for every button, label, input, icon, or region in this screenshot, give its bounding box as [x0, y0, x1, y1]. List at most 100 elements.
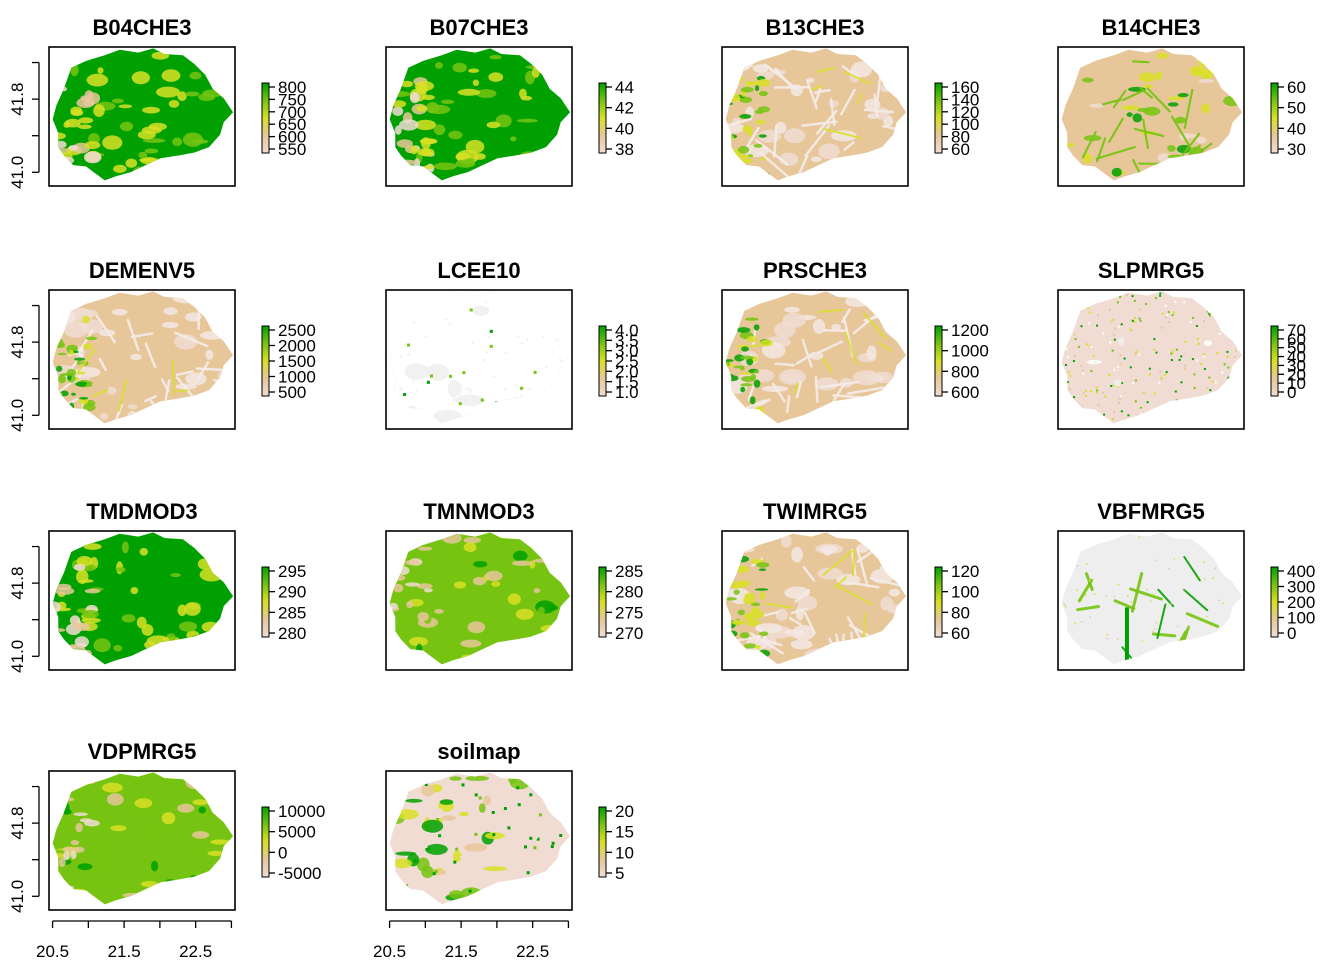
- plot-frame: [48, 530, 236, 671]
- legend-tick-label: 700: [278, 103, 306, 122]
- legend-tick-label: 600: [278, 128, 306, 147]
- legend-tick-label: 70: [1287, 321, 1306, 340]
- panel-title: LCEE10: [437, 258, 520, 283]
- legend-tick-label: 1000: [278, 368, 316, 387]
- raster-image: [389, 772, 571, 905]
- raster-image: [1061, 48, 1243, 181]
- x-tick-label: 22.5: [516, 942, 549, 960]
- legend-tick-label: 1200: [951, 321, 989, 340]
- raster-image: [52, 48, 234, 181]
- legend-colorbar: [598, 82, 607, 154]
- legend-tick-label: 50: [1287, 99, 1306, 118]
- panel-title: TMDMOD3: [86, 499, 197, 524]
- legend-tick-label: 2000: [278, 337, 316, 356]
- raster-image: [52, 772, 234, 905]
- legend-tick-label: 60: [1287, 330, 1306, 349]
- legend-tick-label: 160: [951, 78, 979, 97]
- panel-title: B04CHE3: [92, 15, 191, 40]
- y-tick-label: 41.8: [8, 83, 27, 116]
- legend-tick-label: 60: [1287, 78, 1306, 97]
- panel-title: B07CHE3: [429, 15, 528, 40]
- legend-tick-label: 280: [615, 583, 643, 602]
- legend-tick-label: -5000: [278, 864, 321, 883]
- legend-tick-label: 500: [278, 383, 306, 402]
- panel-title: PRSCHE3: [763, 258, 867, 283]
- legend-colorbar: [598, 566, 607, 638]
- legend-tick-label: 30: [1287, 356, 1306, 375]
- plot-frame: [48, 289, 236, 430]
- legend-tick-label: 100: [951, 583, 979, 602]
- y-tick-label: 41.8: [8, 567, 27, 600]
- legend-tick-label: 800: [951, 362, 979, 381]
- x-tick-label: 21.5: [108, 942, 141, 960]
- legend-tick-label: 40: [1287, 119, 1306, 138]
- raster-image: [725, 532, 907, 665]
- legend-tick-label: 1.5: [615, 373, 639, 392]
- raster-image: [725, 48, 907, 181]
- y-axis: 41.0 41.8: [8, 545, 40, 673]
- legend-tick-label: 20: [1287, 365, 1306, 384]
- legend-tick-label: 270: [615, 624, 643, 643]
- raster-image: [52, 291, 234, 424]
- panel-lcee10: LCEE10 4.03.53.02.52.01.51.0: [385, 258, 639, 430]
- legend-tick-label: 40: [615, 119, 634, 138]
- legend-colorbar: [934, 82, 943, 154]
- raster-image: [1061, 532, 1243, 665]
- legend-colorbar: [598, 325, 607, 397]
- y-axis: 41.0 41.8: [8, 785, 40, 913]
- legend-tick-label: 60: [951, 624, 970, 643]
- legend-tick-label: 0: [1287, 624, 1296, 643]
- legend-tick-label: 30: [1287, 140, 1306, 159]
- raster-image: [52, 532, 234, 665]
- legend-tick-label: 42: [615, 99, 634, 118]
- panel-title: TWIMRG5: [763, 499, 867, 524]
- legend-colorbar: [1270, 82, 1279, 154]
- legend-tick-label: 80: [951, 128, 970, 147]
- legend-tick-label: 3.0: [615, 342, 639, 361]
- plot-frame: [1057, 530, 1245, 671]
- raster-image: [1061, 291, 1243, 424]
- legend-tick-label: 295: [278, 562, 306, 581]
- legend-colorbar: [261, 82, 270, 154]
- legend-tick-label: 290: [278, 583, 306, 602]
- x-tick-label: 22.5: [179, 942, 212, 960]
- legend-tick-label: 285: [615, 562, 643, 581]
- legend-colorbar: [261, 806, 270, 878]
- legend-tick-label: 1500: [278, 352, 316, 371]
- legend-tick-label: 20: [615, 802, 634, 821]
- panel-title: soilmap: [437, 739, 520, 764]
- legend-tick-label: 5000: [278, 823, 316, 842]
- plot-frame: [1057, 289, 1245, 430]
- y-axis: 41.0 41.8: [8, 304, 40, 432]
- raster-image: [389, 291, 571, 424]
- panel-title: TMNMOD3: [423, 499, 534, 524]
- legend-tick-label: 80: [951, 603, 970, 622]
- plot-frame: [385, 46, 573, 187]
- legend-tick-label: 120: [951, 103, 979, 122]
- plot-frame: [721, 46, 909, 187]
- legend-tick-label: 100: [951, 115, 979, 134]
- plot-frame: [48, 770, 236, 911]
- legend-tick-label: 280: [278, 624, 306, 643]
- plot-frame: [385, 530, 573, 671]
- panel-title: DEMENV5: [89, 258, 195, 283]
- legend-tick-label: 140: [951, 90, 979, 109]
- plot-frame: [721, 289, 909, 430]
- panel-title: SLPMRG5: [1098, 258, 1204, 283]
- y-tick-label: 41.0: [8, 880, 27, 913]
- y-axis: 41.0 41.8: [8, 61, 40, 189]
- legend-tick-label: 4.0: [615, 321, 639, 340]
- legend-tick-label: 50: [1287, 339, 1306, 358]
- plot-frame: [48, 46, 236, 187]
- raster-image: [725, 291, 907, 424]
- plot-frame: [1057, 46, 1245, 187]
- legend-tick-label: 200: [1287, 593, 1315, 612]
- legend-tick-label: 3.5: [615, 331, 639, 350]
